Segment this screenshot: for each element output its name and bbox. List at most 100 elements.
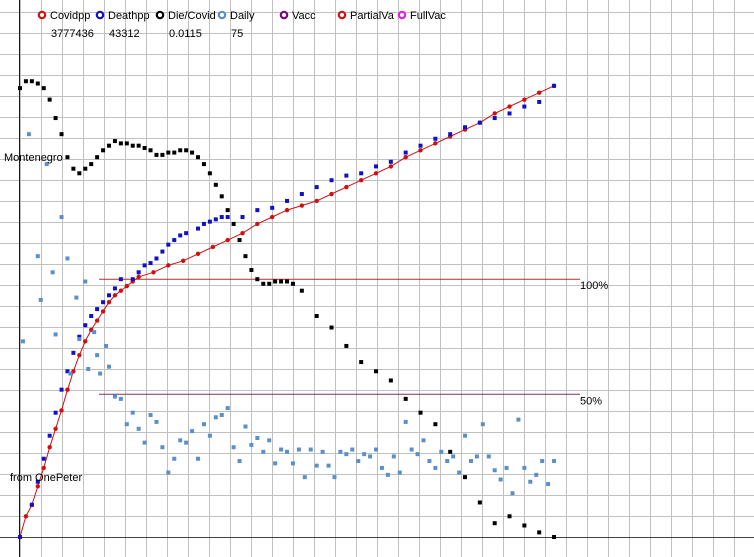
point-daily [492,468,497,473]
point-daily [504,465,509,470]
point-covidpp [329,191,334,197]
point-deathpp [130,277,135,282]
point-daily [480,422,485,427]
point-daily [415,452,420,457]
point-daily [255,436,260,441]
point-deathpp [101,300,106,305]
point-covidpp [112,293,118,298]
point-die-covid [388,378,393,383]
point-daily [237,459,242,464]
point-daily [534,472,539,477]
point-die-covid [344,343,349,348]
legend-value: 75 [231,28,243,40]
legend-marker-icon [37,10,47,20]
legend-label: Deathpp [108,10,150,22]
point-daily [50,270,55,275]
point-daily [451,454,456,459]
point-deathpp [225,215,230,220]
point-die-covid [178,148,183,153]
legend: Covidpp 3777436 Deathpp 43312 Die/Covid 0.011… [37,10,446,40]
point-die-covid [77,171,82,176]
point-daily [433,465,438,470]
point-die-covid [492,521,497,526]
point-daily [285,449,290,454]
legend-marker-icon [397,10,407,20]
point-daily [35,254,40,259]
country-label: Montenegro [4,152,63,164]
point-die-covid [255,277,260,282]
point-deathpp [172,238,177,243]
point-daily [107,364,112,369]
point-daily [457,470,462,475]
point-covidpp [255,221,260,227]
point-daily [427,459,432,464]
point-covidpp [23,514,29,519]
point-daily [184,440,189,445]
point-daily [112,394,117,399]
series-die-covid [18,79,557,539]
point-daily [463,433,468,438]
legend-item-die-covid: Die/Covid 0.0115 [155,10,216,40]
legend-item-partialva: PartialVa [337,10,395,22]
point-die-covid [47,97,52,102]
point-deathpp [89,314,94,319]
point-covidpp [59,408,64,413]
point-daily [213,415,218,420]
point-covidpp [151,270,156,275]
legend-marker-icon [217,10,227,20]
credit-label: from OnePeter [10,472,82,484]
point-die-covid [184,148,189,153]
legend-label: Daily [230,10,255,22]
point-die-covid [101,148,106,153]
point-daily [74,295,79,300]
point-daily [83,279,88,284]
point-covidpp [65,387,70,392]
series-layer [17,79,557,540]
point-deathpp [359,171,364,176]
point-deathpp [299,192,304,197]
point-die-covid [329,325,334,330]
point-die-covid [53,116,58,121]
point-daily [528,479,533,484]
point-covidpp [41,465,46,471]
point-daily [98,371,103,376]
legend-marker-icon [337,10,347,20]
point-deathpp [314,185,319,190]
point-deathpp [448,132,453,137]
point-die-covid [201,162,206,167]
point-daily [362,452,367,457]
legend-label: Covidpp [50,10,90,22]
point-deathpp [552,83,557,88]
point-die-covid [196,155,201,160]
point-die-covid [418,410,423,415]
point-daily [68,371,73,376]
point-deathpp [166,242,171,247]
point-daily [403,419,408,424]
point-die-covid [213,182,218,187]
point-deathpp [507,111,512,116]
point-daily [190,429,195,434]
point-deathpp [477,120,482,125]
point-daily [498,477,503,482]
point-covidpp [77,352,82,358]
point-daily [92,330,97,335]
point-die-covid [89,162,94,167]
point-daily [510,491,515,496]
point-die-covid [267,281,272,286]
legend-label: FullVac [410,10,446,22]
series-line-covidpp [19,85,555,538]
point-die-covid [118,141,123,146]
point-daily [379,465,384,470]
point-die-covid [41,86,46,91]
point-daily [516,417,521,422]
point-die-covid [237,238,242,243]
point-daily [290,461,295,466]
point-daily [148,413,153,417]
point-daily [166,470,171,475]
legend-item-fullvac: FullVac [397,10,446,22]
point-deathpp [18,535,22,539]
point-covidpp [225,237,230,243]
point-daily [445,459,450,464]
point-daily [296,447,301,452]
